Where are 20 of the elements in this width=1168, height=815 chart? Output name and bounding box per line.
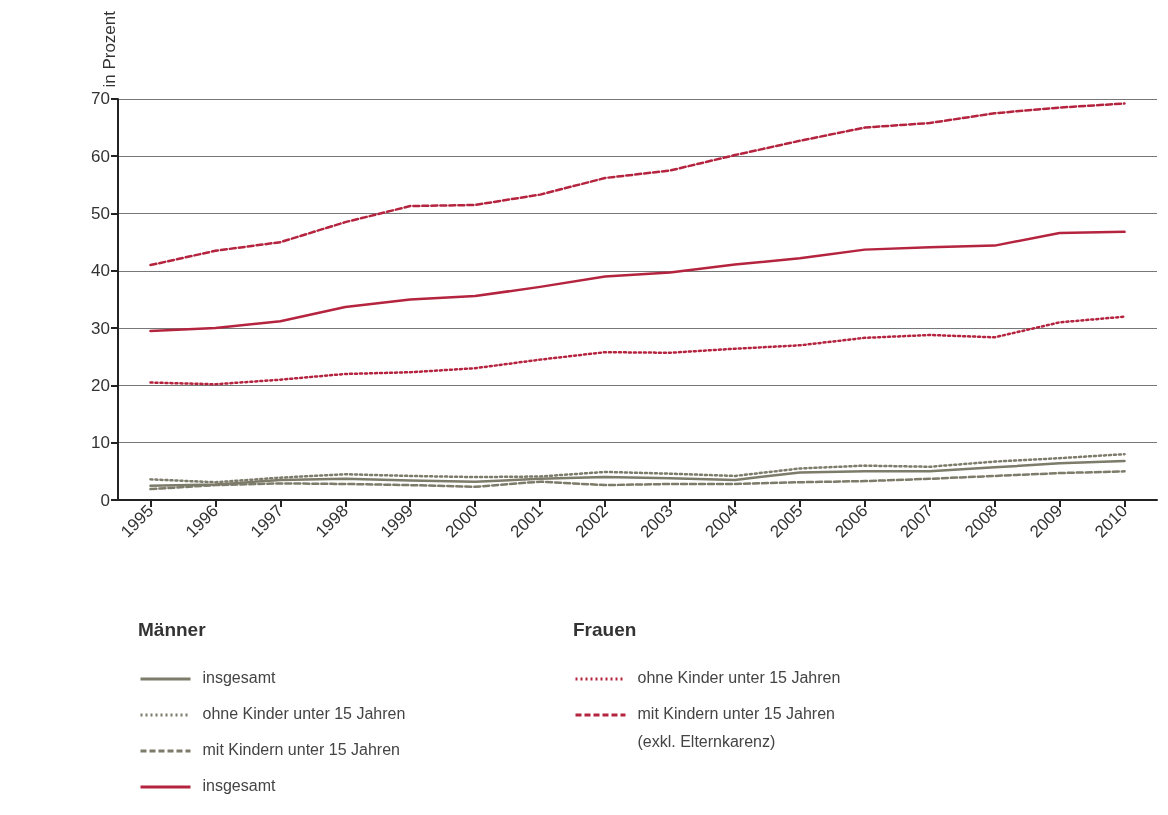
- legend-label: insgesamt: [202, 776, 276, 794]
- y-tick-label: 0: [100, 490, 110, 510]
- legend-label: ohne Kinder unter 15 Jahren: [202, 704, 406, 722]
- legend-label: mit Kindern unter 15 Jahren: [202, 740, 400, 758]
- y-tick-label: 20: [91, 375, 110, 395]
- legend-label: insgesamt: [202, 668, 276, 686]
- y-tick-label: 30: [91, 318, 110, 338]
- line-series: [149, 315, 1126, 386]
- y-tick-label: 60: [91, 146, 110, 166]
- text: Männer: [138, 619, 207, 640]
- text: Frauen: [573, 619, 637, 640]
- y-tick-label: 10: [91, 433, 110, 453]
- line-series: [149, 102, 1126, 267]
- y-tick-label: 40: [91, 261, 110, 281]
- y-axis-title: in Prozent: [100, 10, 119, 88]
- line-series: [149, 230, 1126, 333]
- y-tick-label: 70: [91, 89, 110, 109]
- legend-label: mit Kindern unter 15 Jahren (exkl. Elternkarenz): [637, 704, 835, 750]
- y-tick-label: 50: [91, 204, 110, 224]
- legend-label: ohne Kinder unter 15 Jahren: [637, 668, 841, 686]
